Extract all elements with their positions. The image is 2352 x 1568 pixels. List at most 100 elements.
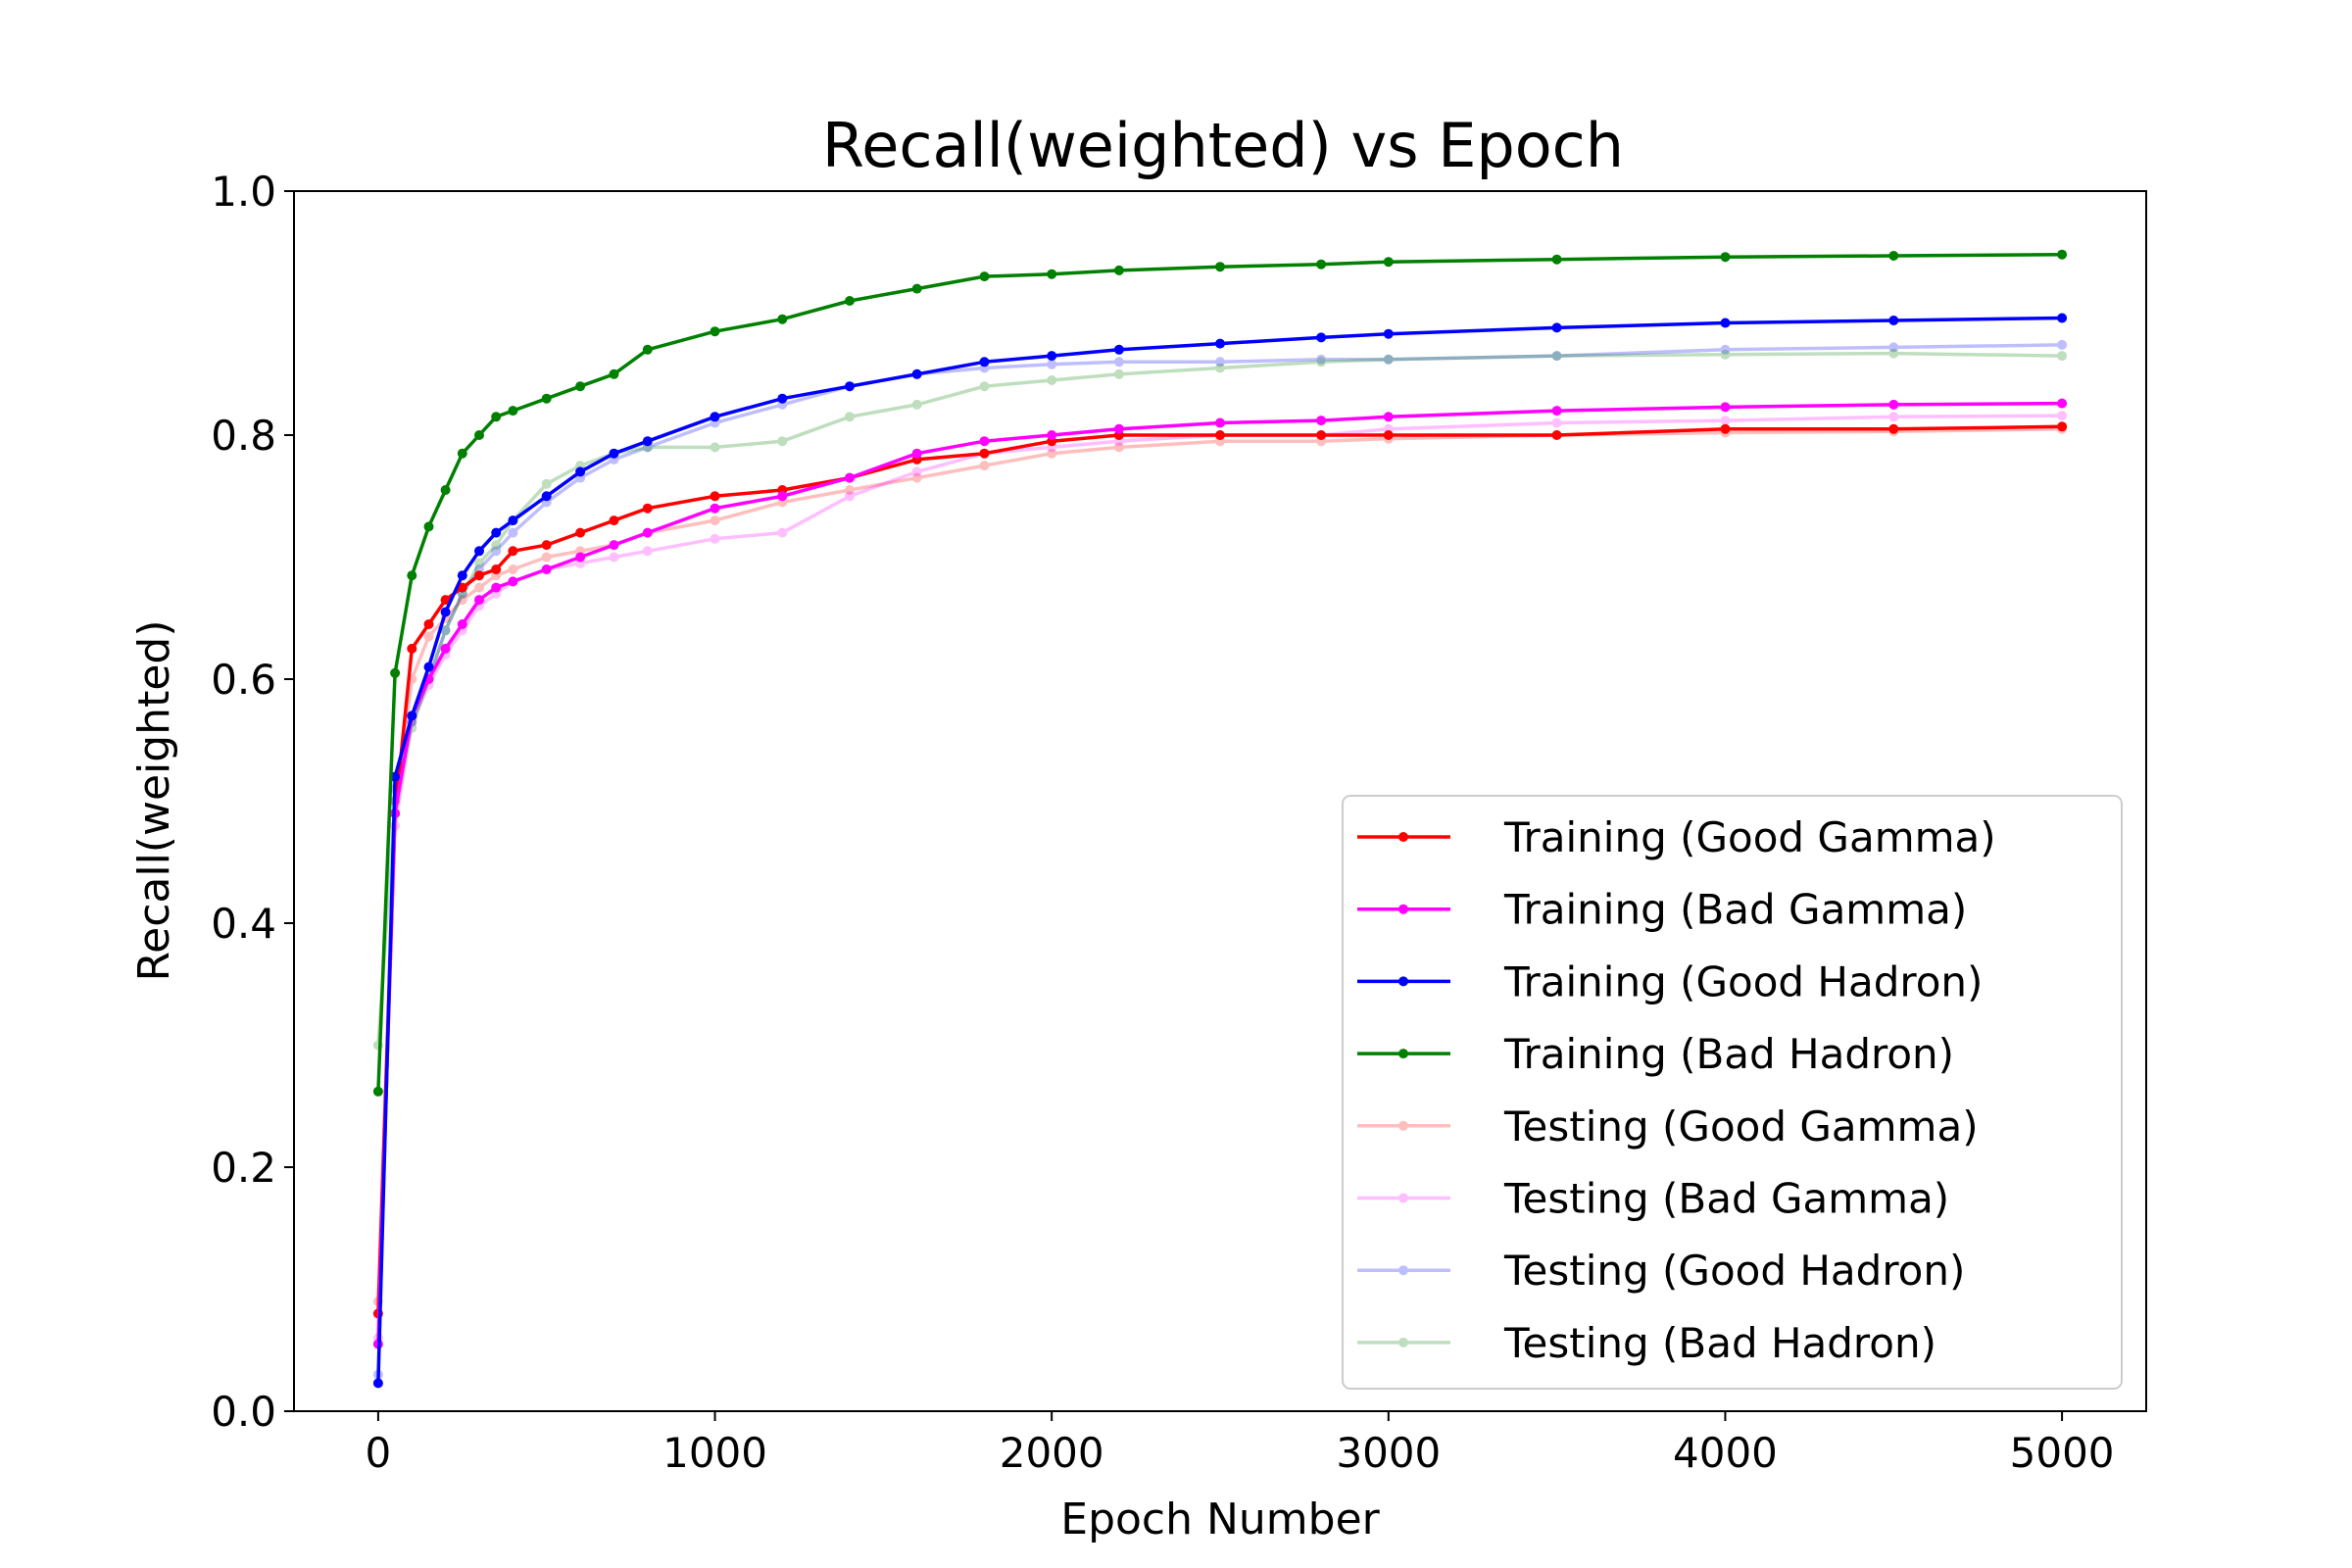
data-point <box>710 491 720 502</box>
data-point <box>710 533 720 544</box>
data-point <box>440 595 451 606</box>
x-axis-label: Epoch Number <box>1060 1494 1380 1544</box>
data-point <box>508 564 518 574</box>
chart-title: Recall(weighted) vs Epoch <box>822 110 1624 181</box>
data-point <box>1720 318 1731 328</box>
data-point <box>1720 252 1731 263</box>
x-tick-label: 2000 <box>1000 1429 1104 1477</box>
y-tick-label: 1.0 <box>211 168 276 216</box>
series-2 <box>372 313 2068 1389</box>
data-point <box>491 540 502 551</box>
legend-label: Training (Bad Gamma) <box>1503 886 1967 934</box>
data-point <box>777 491 788 502</box>
data-point <box>575 466 586 477</box>
legend-label: Testing (Bad Gamma) <box>1503 1175 1949 1223</box>
data-point <box>2057 398 2068 409</box>
legend: Training (Good Gamma) Training (Bad Gamma… <box>1342 795 2123 1390</box>
data-point <box>979 461 990 471</box>
legend-label: Testing (Bad Hadron) <box>1503 1319 1936 1367</box>
data-point <box>1383 354 1394 365</box>
data-point <box>1047 351 1057 362</box>
legend-box <box>1342 795 2123 1390</box>
data-point <box>407 643 417 654</box>
data-point <box>457 619 467 629</box>
legend-label: Training (Good Hadron) <box>1503 957 1983 1005</box>
y-tick-label: 0.6 <box>211 656 276 704</box>
data-point <box>1888 399 1899 410</box>
legend-swatch <box>1357 832 1450 842</box>
data-point <box>1383 328 1394 339</box>
data-point <box>508 576 518 587</box>
data-point <box>440 485 451 495</box>
data-point <box>2057 411 2068 421</box>
data-point <box>457 595 467 606</box>
data-point <box>1113 357 1124 368</box>
data-point <box>1888 348 1899 359</box>
data-point <box>1383 412 1394 422</box>
series-3 <box>372 249 2068 1097</box>
data-point <box>1113 442 1124 453</box>
data-point <box>911 466 922 477</box>
data-point <box>541 552 552 563</box>
legend-label: Testing (Good Gamma) <box>1503 1102 1979 1151</box>
data-point <box>710 412 720 422</box>
data-point <box>2057 313 2068 323</box>
data-point <box>642 546 653 557</box>
data-point <box>1888 316 1899 325</box>
data-point <box>440 607 451 617</box>
legend-swatch <box>1357 976 1450 987</box>
data-point <box>423 619 434 629</box>
data-point <box>1316 430 1327 440</box>
data-point <box>911 368 922 379</box>
data-point <box>474 570 484 581</box>
data-point <box>1551 254 1562 265</box>
data-point <box>457 570 467 581</box>
data-point <box>609 368 619 379</box>
data-point <box>911 472 922 483</box>
data-point <box>1551 351 1562 362</box>
data-point <box>1720 416 1731 426</box>
data-point <box>541 564 552 574</box>
data-point <box>2057 249 2068 260</box>
data-point <box>642 503 653 514</box>
data-point <box>1047 359 1057 369</box>
data-point <box>440 625 451 636</box>
data-point <box>372 1086 383 1097</box>
y-axis-label: Recall(weighted) <box>129 620 179 982</box>
data-point <box>1215 417 1225 428</box>
data-point <box>979 381 990 392</box>
data-point <box>1888 412 1899 422</box>
data-point <box>575 552 586 563</box>
data-point <box>1888 342 1899 353</box>
series-line <box>376 343 2063 1375</box>
data-point <box>423 631 434 642</box>
data-point <box>508 527 518 538</box>
data-point <box>491 546 502 557</box>
series-1 <box>372 398 2068 1349</box>
legend-label: Training (Bad Hadron) <box>1503 1030 1954 1078</box>
data-point <box>1720 344 1731 355</box>
data-point <box>491 412 502 422</box>
data-point <box>1888 423 1899 434</box>
data-point <box>1316 259 1327 270</box>
plot-frame <box>293 190 2147 1412</box>
data-point <box>2057 351 2068 362</box>
data-point <box>423 521 434 532</box>
data-point <box>1113 423 1124 434</box>
data-point <box>710 442 720 453</box>
data-point <box>474 582 484 593</box>
data-point <box>1047 448 1057 459</box>
data-point <box>710 503 720 514</box>
data-point <box>979 357 990 368</box>
data-point <box>457 582 467 593</box>
x-tick-label: 5000 <box>2010 1429 2115 1477</box>
data-point <box>474 430 484 440</box>
series-line <box>376 427 2063 1302</box>
data-point <box>609 552 619 563</box>
data-point <box>1383 257 1394 268</box>
legend-label: Training (Good Gamma) <box>1503 813 1996 861</box>
legend-swatch <box>1357 904 1450 914</box>
data-point <box>642 436 653 447</box>
data-point <box>845 296 855 306</box>
